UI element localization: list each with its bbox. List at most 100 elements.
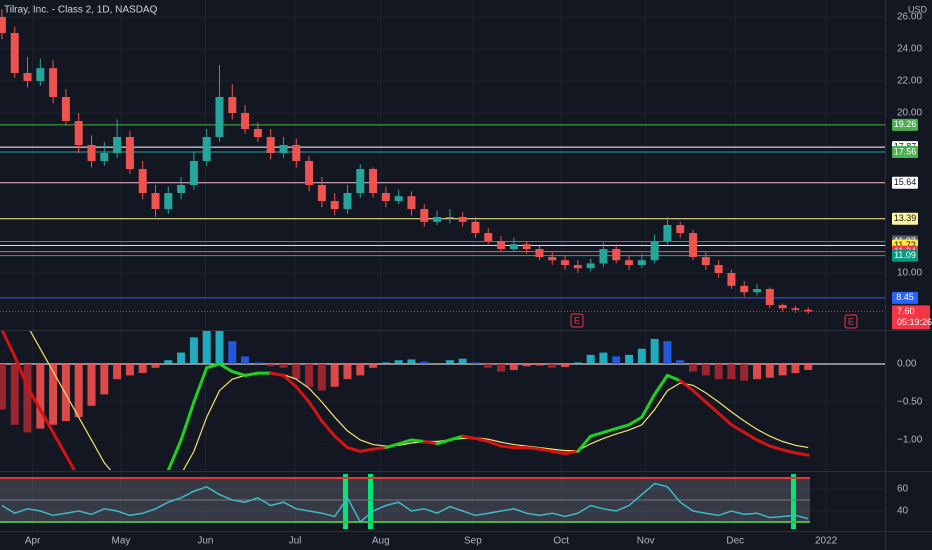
y-tick-label: 24.00 xyxy=(897,44,922,55)
macd-histogram-bar xyxy=(727,363,736,380)
candle-body xyxy=(10,32,19,73)
macd-histogram-bar xyxy=(407,359,416,364)
y-tick-label: 20.00 xyxy=(897,108,922,119)
macd-line xyxy=(653,373,669,396)
macd-histogram-bar xyxy=(87,363,96,406)
candle-body xyxy=(625,260,634,266)
macd-line xyxy=(499,444,516,450)
macd-histogram-bar xyxy=(804,363,813,371)
macd-line xyxy=(665,373,682,383)
macd-line xyxy=(384,442,401,450)
candle-body xyxy=(420,209,429,222)
macd-line xyxy=(205,362,221,370)
macd-line xyxy=(717,411,733,427)
macd-histogram-bar xyxy=(599,352,608,364)
macd-line xyxy=(179,400,196,442)
candle-body xyxy=(714,265,723,274)
candle-body xyxy=(61,96,70,121)
level-label: 17.56 xyxy=(894,146,917,156)
candle-body xyxy=(637,260,646,266)
macd-histogram-bar xyxy=(676,360,685,364)
macd-histogram-bar xyxy=(689,363,698,372)
macd-histogram-bar xyxy=(778,363,787,376)
rsi-pane xyxy=(0,474,810,529)
macd-line xyxy=(51,430,68,457)
candle-body xyxy=(689,233,698,258)
macd-line xyxy=(435,438,452,446)
level-label: 15.64 xyxy=(894,177,917,187)
macd-histogram-bar xyxy=(317,363,326,391)
candle-body xyxy=(599,249,608,264)
macd-histogram-bar xyxy=(497,363,506,372)
macd-line xyxy=(704,400,721,415)
macd-line xyxy=(307,400,324,423)
candle-body xyxy=(189,160,198,186)
candle-body xyxy=(535,249,544,258)
macd-histogram-bar xyxy=(765,363,774,378)
macd-line xyxy=(397,438,413,446)
macd-histogram-bar xyxy=(61,363,70,421)
macd-histogram-bar xyxy=(714,363,723,380)
candle-body xyxy=(87,144,96,161)
candle-body xyxy=(177,185,186,194)
candle-body xyxy=(509,244,518,250)
macd-histogram-bar xyxy=(394,360,403,364)
x-tick-label: May xyxy=(111,536,130,547)
x-tick-label: Apr xyxy=(25,536,41,547)
candle-body xyxy=(113,136,122,153)
level-label: 8.45 xyxy=(896,292,914,302)
candle-body xyxy=(701,257,710,266)
macd-histogram-bar xyxy=(381,362,390,364)
x-tick-label: Nov xyxy=(637,536,655,547)
x-tick-label: Sep xyxy=(464,536,482,547)
macd-histogram-bar xyxy=(791,363,800,374)
macd-histogram-bar xyxy=(241,356,250,364)
macd-line xyxy=(243,371,260,377)
macd-histogram-bar xyxy=(612,356,621,364)
level-label-box xyxy=(892,146,918,159)
macd-line xyxy=(320,419,337,438)
macd-line xyxy=(38,408,55,434)
macd-histogram-bar xyxy=(0,363,6,410)
macd-histogram-bar xyxy=(113,363,122,380)
oversold-marker xyxy=(791,474,796,529)
macd-histogram-bar xyxy=(535,363,544,366)
macd-line xyxy=(563,449,580,456)
y-tick-label: 0.00 xyxy=(897,359,917,370)
macd-histogram-bar xyxy=(49,363,58,425)
earnings-marker: E xyxy=(570,313,584,328)
macd-histogram-bar xyxy=(177,352,186,364)
candle-body xyxy=(241,112,250,129)
macd-line xyxy=(64,453,76,470)
chart-title: Tilray, Inc. - Class 2, 1D, NASDAQ xyxy=(4,5,158,16)
macd-line xyxy=(333,434,349,450)
macd-line xyxy=(26,385,42,412)
candle-body xyxy=(753,289,762,293)
candle-body xyxy=(612,249,621,261)
macd-line xyxy=(614,423,631,431)
candle-body xyxy=(36,68,45,81)
macd-line xyxy=(691,389,708,404)
macd-histogram-bar xyxy=(292,363,301,380)
macd-histogram-bar xyxy=(305,363,314,387)
candle-body xyxy=(125,136,134,170)
candle-body xyxy=(548,257,557,261)
macd-histogram-bar xyxy=(266,363,275,367)
svg-text:E: E xyxy=(848,316,854,326)
candle-body xyxy=(100,152,109,161)
macd-histogram-bar xyxy=(471,362,480,364)
macd-line xyxy=(627,415,644,427)
macd-line xyxy=(768,444,785,452)
candle-body xyxy=(343,193,352,210)
oversold-marker xyxy=(368,474,373,529)
macd-histogram-bar xyxy=(420,361,429,364)
candle-body xyxy=(765,289,774,306)
macd-histogram-bar xyxy=(509,363,518,371)
macd-histogram-bar xyxy=(561,363,570,368)
macd-histogram-bar xyxy=(356,363,365,376)
candle-body xyxy=(458,217,467,222)
candle-body xyxy=(573,265,582,269)
x-tick-label: Oct xyxy=(553,536,569,547)
price-pane xyxy=(0,8,885,314)
